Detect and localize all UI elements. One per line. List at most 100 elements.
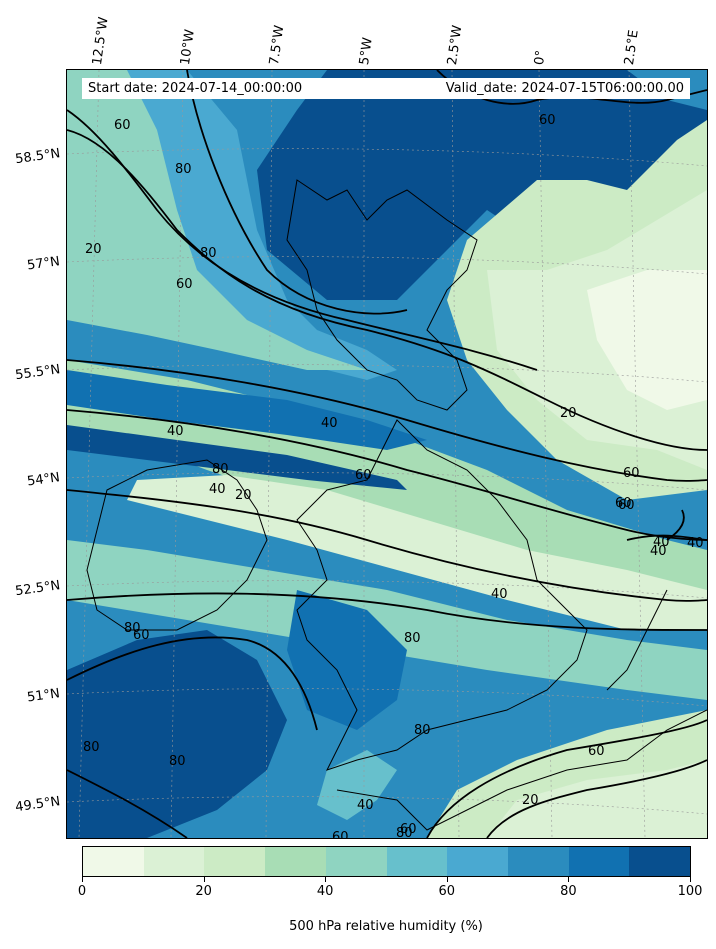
contour-label: 80 xyxy=(200,246,217,261)
graticule xyxy=(67,70,707,838)
map-panel[interactable]: 60 80 20 80 60 60 20 40 40 40 60 80 20 60 40 60 40 40 40 60… xyxy=(66,69,708,839)
colorbar-segment xyxy=(204,847,266,876)
contour-label: 20 xyxy=(560,406,577,421)
contour-label: 40 xyxy=(653,535,670,550)
colorbar-segment xyxy=(447,847,508,876)
latitude-label: 52.5°N xyxy=(14,578,62,600)
longitude-label: 0° xyxy=(532,49,549,67)
coastlines xyxy=(86,179,707,831)
start-date-label: Start date: 2024-07-14_00:00:00 xyxy=(88,81,303,96)
colorbar-tick xyxy=(203,877,205,882)
longitude-label: 7.5°W xyxy=(267,24,288,67)
contour-label: 60 xyxy=(133,628,150,643)
contour-60-south xyxy=(67,636,318,731)
latitude-label: 57°N xyxy=(26,254,62,274)
colorbar-segment xyxy=(325,847,387,876)
coastline-scotland xyxy=(286,179,478,411)
contour-label: 60 xyxy=(623,466,640,481)
colorbar-tick xyxy=(325,877,327,882)
latitude-label: 51°N xyxy=(26,686,62,706)
humidity-band-dry-strip xyxy=(127,475,707,630)
colorbar-segment xyxy=(507,847,569,876)
contour-label: 60 xyxy=(615,496,632,511)
humidity-band-channel-mid xyxy=(317,750,397,820)
colorbar xyxy=(82,846,691,877)
longitude-label: 10°W xyxy=(178,28,198,67)
colorbar-tick-label: 20 xyxy=(195,884,212,899)
latitude-label: 58.5°N xyxy=(14,146,62,168)
colorbar-tick-label: 0 xyxy=(77,884,87,899)
contour-label: 80 xyxy=(212,462,229,477)
coastline-ireland xyxy=(86,459,268,631)
longitude-label: 2.5°E xyxy=(622,28,642,67)
contour-label: 60 xyxy=(588,744,605,759)
colorbar-segment xyxy=(83,847,144,876)
contour-label: 80 xyxy=(124,621,141,636)
colorbar-segment xyxy=(568,847,630,876)
humidity-band-mid-central xyxy=(67,540,707,700)
longitude-label: 5°W xyxy=(357,36,376,67)
contour-label: 40 xyxy=(650,544,667,559)
contour-label: 80 xyxy=(83,740,100,755)
humidity-band-moist-south-2 xyxy=(287,590,407,730)
contour-label: 40 xyxy=(491,587,508,602)
contour-60-strip xyxy=(67,489,707,602)
colorbar-tick xyxy=(568,877,570,882)
colorbar-title: 500 hPa relative humidity (%) xyxy=(289,919,483,934)
contour-40-north xyxy=(67,109,538,371)
contour-80-south xyxy=(67,769,188,838)
contour-label: 20 xyxy=(85,242,102,257)
colorbar-tick-label: 60 xyxy=(438,884,456,899)
contour-label: 80 xyxy=(169,754,186,769)
contour-40-east-2 xyxy=(666,509,685,541)
contour-label: 60 xyxy=(539,113,556,128)
contour-20-south xyxy=(486,759,707,838)
contour-label: 60 xyxy=(332,830,349,839)
contour-label: 40 xyxy=(357,798,374,813)
contour-20-north xyxy=(67,129,707,451)
humidity-band-driest-northeast xyxy=(587,270,707,410)
contour-label: 80 xyxy=(175,162,192,177)
contour-80-north xyxy=(186,70,408,315)
contour-label: 80 xyxy=(414,723,431,738)
longitude-label: 2.5°W xyxy=(445,24,466,67)
coastline-belgium-netherlands xyxy=(606,589,668,691)
colorbar-segment xyxy=(629,847,691,876)
contour-label: 40 xyxy=(167,424,184,439)
humidity-band-driest-southeast xyxy=(487,760,707,838)
colorbar-tick xyxy=(690,877,691,882)
contour-40-east xyxy=(626,534,707,541)
humidity-band-mid-west xyxy=(67,70,367,370)
contour-label: 60 xyxy=(618,498,635,513)
latitude-label: 49.5°N xyxy=(14,794,62,816)
humidity-map xyxy=(67,70,707,838)
colorbar-tick xyxy=(82,877,83,882)
humidity-band-moist-south xyxy=(67,630,287,838)
contour-label: 20 xyxy=(235,488,252,503)
contour-label: 60 xyxy=(400,822,417,837)
latitude-label: 54°N xyxy=(26,470,62,490)
colorbar-segment xyxy=(143,847,205,876)
contour-label: 20 xyxy=(522,793,539,808)
contour-label: 60 xyxy=(114,118,131,133)
contour-label: 80 xyxy=(396,826,413,839)
contour-40-south xyxy=(426,719,707,838)
coastline-france xyxy=(336,709,707,831)
contour-label: 40 xyxy=(687,536,704,551)
contour-label: 60 xyxy=(355,468,372,483)
contour-label: 40 xyxy=(209,482,226,497)
latitude-label: 55.5°N xyxy=(14,362,62,384)
contour-label: 60 xyxy=(176,277,193,292)
colorbar-segment xyxy=(265,847,326,876)
contour-label: 80 xyxy=(404,631,421,646)
coastline-england xyxy=(296,419,588,771)
contour-40-strip xyxy=(67,359,707,482)
contour-label: 40 xyxy=(321,416,338,431)
humidity-band-moist-strip xyxy=(67,370,427,450)
valid-date-label: Valid_date: 2024-07-15T06:00:00.00 xyxy=(445,81,684,96)
longitude-label: 12.5°W xyxy=(90,16,112,67)
colorbar-segment xyxy=(386,847,448,876)
date-info-box: Start date: 2024-07-14_00:00:00 Valid_da… xyxy=(82,78,690,99)
colorbar-tick-label: 80 xyxy=(560,884,577,899)
colorbar-tick-label: 40 xyxy=(316,884,334,899)
